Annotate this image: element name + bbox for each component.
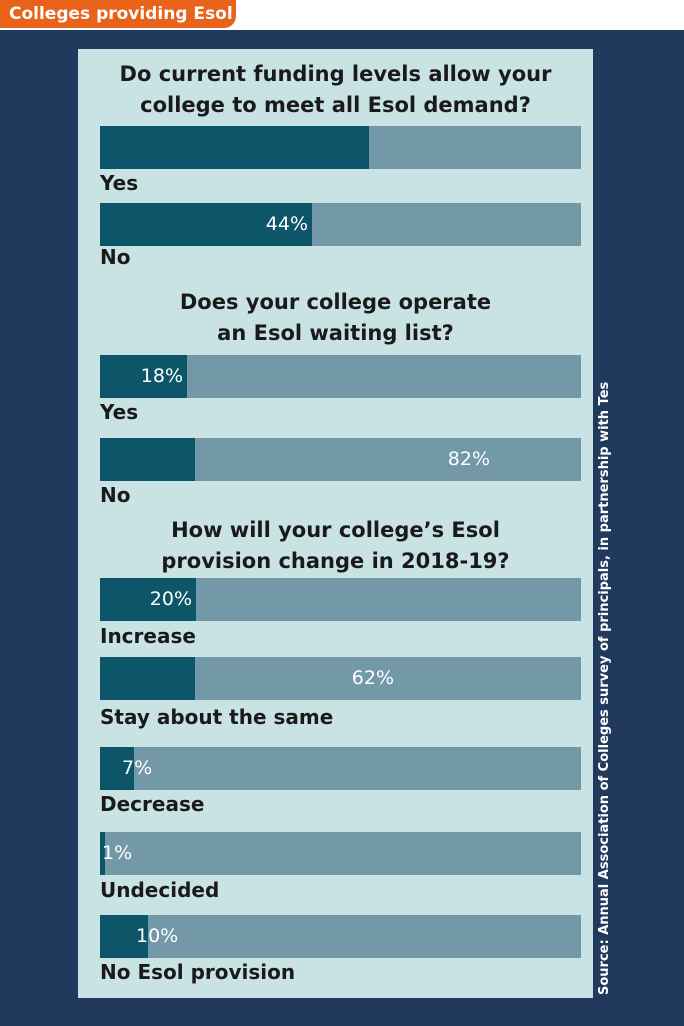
- bar-yes: [100, 126, 369, 169]
- bar-stay-about-the-same: [100, 657, 195, 700]
- bar-track: 20%: [100, 578, 581, 621]
- bar-track: 44%: [100, 203, 581, 246]
- bar-decrease: [100, 747, 134, 790]
- value-label: 10%: [136, 925, 179, 947]
- source-note: Source: Annual Association of Colleges s…: [597, 381, 612, 995]
- bar-track: 62%: [100, 657, 581, 700]
- value-label: 18%: [140, 365, 183, 387]
- question-title-3: How will your college’s Esol provision c…: [161, 518, 510, 573]
- question-title-2: Does your college operate an Esol waitin…: [179, 290, 492, 345]
- value-label: 44%: [265, 213, 308, 235]
- bar-no: [100, 438, 195, 481]
- category-label: Decrease: [100, 792, 205, 816]
- value-label: 1%: [102, 842, 133, 864]
- bar-yes: [100, 355, 187, 398]
- value-label: 82%: [447, 448, 490, 470]
- bar-no: [100, 203, 312, 246]
- category-label: Yes: [100, 400, 139, 424]
- category-label: No: [100, 483, 131, 507]
- bar-track: 82%: [100, 438, 581, 481]
- bar-increase: [100, 578, 196, 621]
- header-tab: Colleges providing Esol: [0, 0, 236, 28]
- bar-track: 1%: [100, 832, 581, 875]
- category-label: Yes: [100, 171, 139, 195]
- bar-track: 10%: [100, 915, 581, 958]
- value-label: 7%: [122, 757, 153, 779]
- value-label: 62%: [351, 667, 394, 689]
- bar-track: 18%: [100, 355, 581, 398]
- category-label: No Esol provision: [100, 960, 296, 984]
- bar-track: 7%: [100, 747, 581, 790]
- category-label: No: [100, 245, 131, 269]
- category-label: Increase: [100, 624, 196, 648]
- category-label: Stay about the same: [100, 705, 334, 729]
- chart-panel: Do current funding levels allow your col…: [78, 49, 593, 998]
- bar-undecided: [100, 832, 105, 875]
- category-label: Undecided: [100, 878, 220, 902]
- value-label: 20%: [149, 588, 192, 610]
- bar-track: [100, 126, 581, 169]
- bar-no-esol-provision: [100, 915, 148, 958]
- question-title-1: Do current funding levels allow your col…: [119, 62, 552, 117]
